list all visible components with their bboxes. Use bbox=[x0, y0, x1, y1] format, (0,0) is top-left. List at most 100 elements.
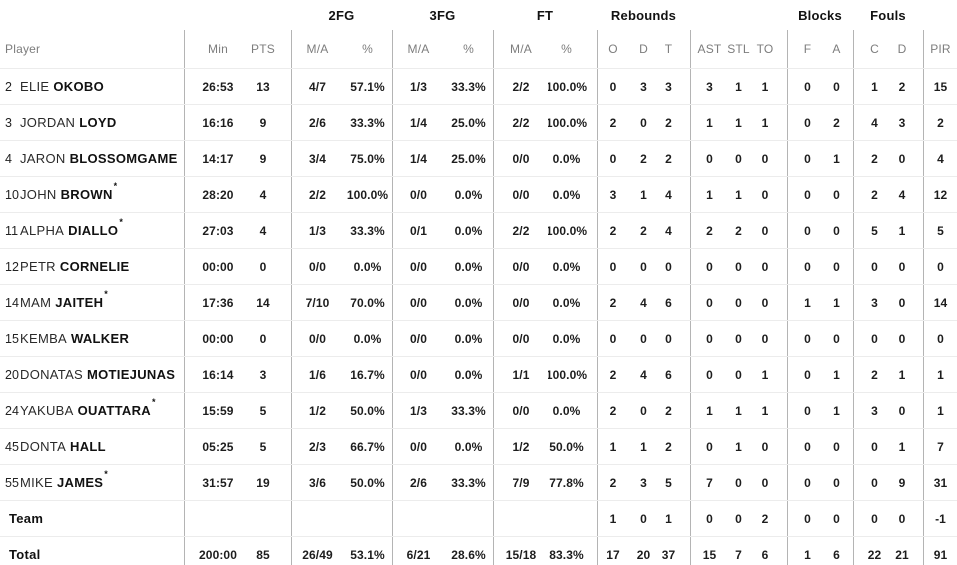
table-body: 2 ELIE OKOBO 26:53 13 4/7 57.1% 1/3 33.3… bbox=[0, 68, 957, 565]
cell-ast: 1 bbox=[690, 177, 722, 212]
cell-pts: 13 bbox=[256, 79, 270, 94]
player-cell: 10 JOHN BROWN * bbox=[0, 177, 184, 212]
cell-2fg-ma: 2/2 bbox=[291, 177, 343, 212]
cell-2fg-ma: 1/6 bbox=[291, 357, 343, 392]
column-header-pir: PIR bbox=[923, 30, 957, 68]
cell-reb-t: 2 bbox=[665, 403, 672, 418]
player-number: 24 bbox=[5, 403, 20, 418]
cell-2fg-pct bbox=[343, 501, 392, 536]
cell-foul-d: 0 bbox=[898, 403, 906, 418]
cell-pts: 4 bbox=[259, 187, 267, 202]
cell-3fg-pct: 0.0% bbox=[454, 331, 483, 346]
cell-2fg-ma: 26/49 bbox=[291, 537, 343, 565]
cell-pir: 14 bbox=[923, 285, 957, 320]
column-header-to: TO bbox=[756, 42, 774, 56]
cell-ft-pct: 0.0% bbox=[552, 259, 581, 274]
player-number: 3 bbox=[5, 115, 13, 130]
column-header-block-a: A bbox=[832, 42, 841, 56]
cell-block-f: 1 bbox=[787, 285, 820, 320]
cell-ast: 15 bbox=[690, 537, 722, 565]
cell-stl: 0 bbox=[735, 331, 742, 346]
cell-ast: 1 bbox=[690, 105, 722, 140]
row-label-cell: Total bbox=[0, 537, 184, 565]
cell-min: 16:14 bbox=[184, 357, 251, 392]
cell-reb-t: 6 bbox=[665, 367, 672, 382]
cell-pts: 5 bbox=[259, 439, 267, 454]
cell-min bbox=[184, 501, 251, 536]
cell-pir: -1 bbox=[923, 501, 957, 536]
cell-foul-c: 0 bbox=[853, 249, 888, 284]
player-first-name: DONTA bbox=[20, 439, 67, 454]
cell-to: 0 bbox=[761, 331, 769, 346]
cell-reb-o: 0 bbox=[597, 141, 628, 176]
cell-3fg-pct: 33.3% bbox=[451, 475, 486, 490]
cell-ft-pct: 100.0% bbox=[548, 367, 588, 382]
player-number: 12 bbox=[5, 259, 20, 274]
starter-asterisk: * bbox=[119, 217, 123, 227]
cell-to: 0 bbox=[761, 151, 769, 166]
table-row: 24 YAKUBA OUATTARA * 15:59 5 1/2 50.0% 1… bbox=[0, 392, 957, 428]
cell-3fg-pct: 33.3% bbox=[451, 403, 486, 418]
cell-foul-d: 21 bbox=[895, 547, 909, 562]
player-cell: 20 DONATAS MOTIEJUNAS bbox=[0, 357, 184, 392]
cell-reb-t: 6 bbox=[665, 295, 672, 310]
cell-pts: 14 bbox=[256, 295, 270, 310]
cell-foul-c: 0 bbox=[853, 501, 888, 536]
starter-asterisk: * bbox=[104, 289, 108, 299]
cell-block-a: 1 bbox=[833, 151, 840, 166]
cell-block-a: 0 bbox=[833, 223, 840, 238]
cell-block-f: 0 bbox=[787, 69, 820, 104]
player-first-name: ALPHA bbox=[20, 223, 65, 238]
cell-pir: 31 bbox=[923, 465, 957, 500]
player-cell: 2 ELIE OKOBO bbox=[0, 69, 184, 104]
cell-reb-d: 0 bbox=[640, 331, 647, 346]
cell-pir: 12 bbox=[923, 177, 957, 212]
cell-pts: 5 bbox=[259, 403, 267, 418]
cell-reb-t: 0 bbox=[665, 259, 672, 274]
cell-block-a: 6 bbox=[833, 547, 840, 562]
cell-foul-d: 0 bbox=[898, 331, 906, 346]
column-header-foul-d: D bbox=[897, 42, 907, 56]
cell-foul-c: 1 bbox=[853, 69, 888, 104]
cell-block-f: 0 bbox=[787, 105, 820, 140]
cell-ast: 3 bbox=[690, 69, 722, 104]
player-first-name: YAKUBA bbox=[20, 403, 74, 418]
cell-block-a: 0 bbox=[833, 187, 840, 202]
cell-foul-d: 1 bbox=[898, 439, 906, 454]
column-header-ft-pct: % bbox=[561, 42, 572, 56]
player-first-name: DONATAS bbox=[20, 367, 84, 382]
cell-reb-d: 20 bbox=[636, 547, 651, 562]
cell-reb-o: 2 bbox=[597, 357, 628, 392]
column-header-block-f: F bbox=[787, 30, 820, 68]
cell-stl: 1 bbox=[735, 403, 742, 418]
cell-min: 00:00 bbox=[184, 249, 251, 284]
cell-min: 16:16 bbox=[184, 105, 251, 140]
group-header-3fg: 3FG bbox=[429, 7, 456, 23]
player-number: 10 bbox=[5, 187, 20, 202]
cell-3fg-pct: 0.0% bbox=[454, 439, 483, 454]
cell-3fg-ma: 0/0 bbox=[392, 429, 444, 464]
cell-ast: 0 bbox=[690, 357, 722, 392]
cell-ft-ma: 0/0 bbox=[493, 321, 548, 356]
cell-2fg-pct: 33.3% bbox=[350, 115, 385, 130]
cell-stl: 0 bbox=[735, 295, 742, 310]
cell-reb-t: 0 bbox=[665, 331, 672, 346]
cell-ft-ma: 0/0 bbox=[493, 285, 548, 320]
cell-ast: 0 bbox=[690, 141, 722, 176]
player-number: 45 bbox=[5, 439, 20, 454]
cell-min: 15:59 bbox=[184, 393, 251, 428]
player-last-name: HALL bbox=[70, 439, 106, 454]
cell-reb-o: 17 bbox=[597, 537, 628, 565]
table-row: 15 KEMBA WALKER 00:00 0 0/0 0.0% 0/0 0.0… bbox=[0, 320, 957, 356]
player-last-name: Team bbox=[9, 511, 44, 526]
player-first-name: PETR bbox=[20, 259, 56, 274]
cell-3fg-pct: 25.0% bbox=[451, 115, 486, 130]
table-row: 3 JORDAN LOYD 16:16 9 2/6 33.3% 1/4 25.0… bbox=[0, 104, 957, 140]
cell-reb-t: 3 bbox=[665, 79, 672, 94]
table-row: 4 JARON BLOSSOMGAME 14:17 9 3/4 75.0% 1/… bbox=[0, 140, 957, 176]
cell-to: 1 bbox=[761, 403, 769, 418]
cell-3fg-pct: 0.0% bbox=[454, 295, 483, 310]
cell-3fg-pct: 28.6% bbox=[451, 547, 486, 562]
column-header-foul-c: C bbox=[853, 30, 888, 68]
